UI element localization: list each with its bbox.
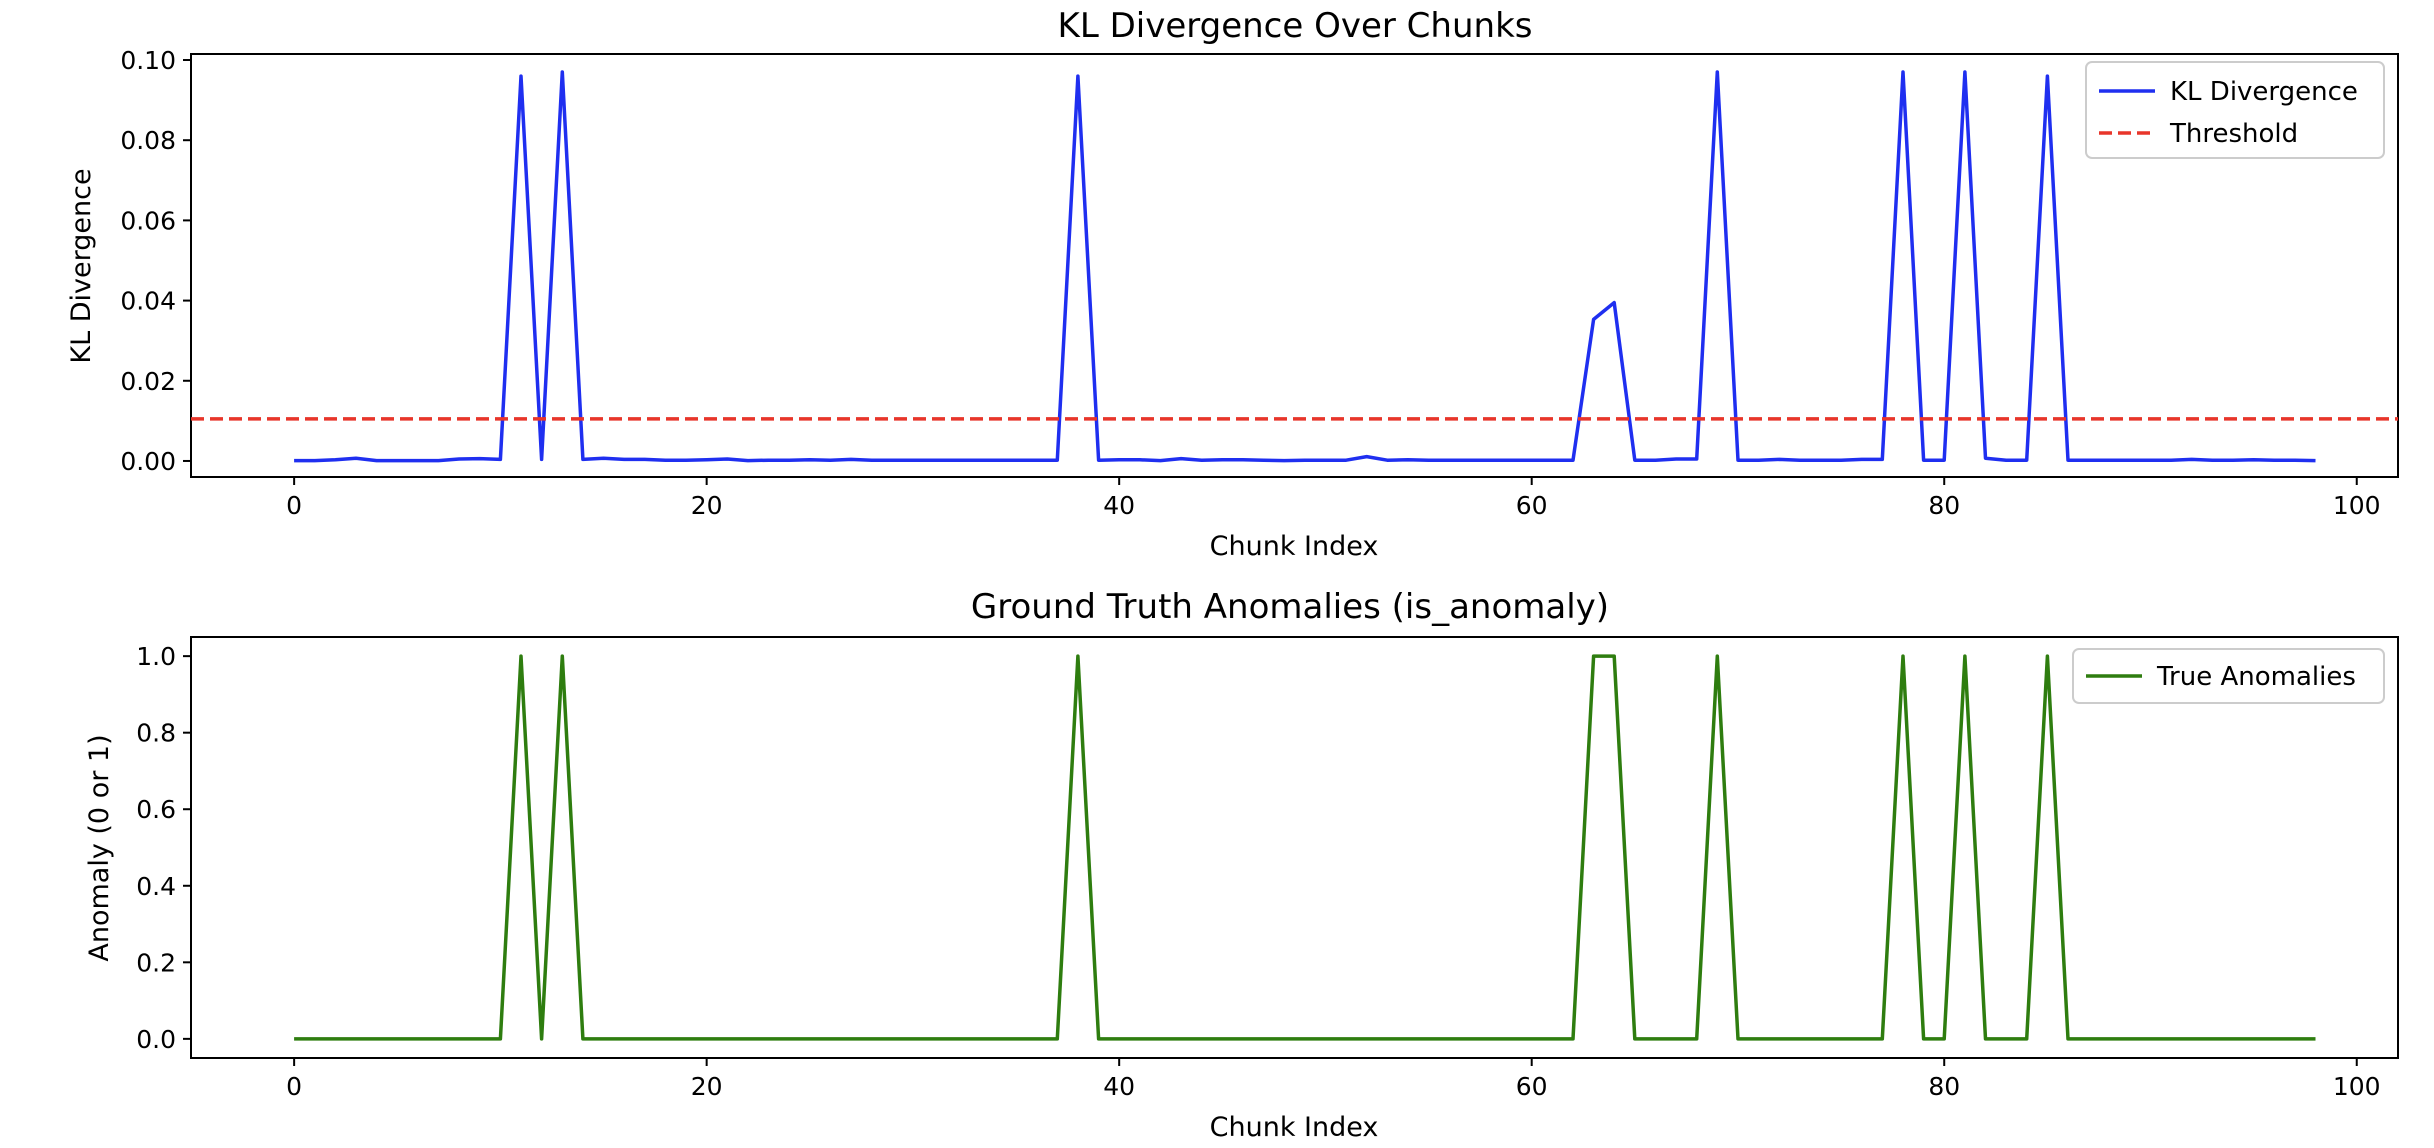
- x-axis: 0 20 40 60 80 100: [286, 1058, 2381, 1101]
- x-tick-label: 100: [2333, 491, 2381, 520]
- y-tick-label: 0.6: [136, 795, 176, 824]
- y-axis-label: Anomaly (0 or 1): [84, 734, 115, 961]
- x-tick-label: 20: [691, 491, 723, 520]
- ground-truth-chart: Ground Truth Anomalies (is_anomaly) 0 20 4…: [84, 587, 2399, 1143]
- x-tick-label: 80: [1928, 491, 1960, 520]
- y-axis: 0.00 0.02 0.04 0.06 0.08 0.10: [120, 46, 191, 476]
- x-axis-label: Chunk Index: [1210, 1112, 1379, 1143]
- legend-box: [2085, 61, 2385, 159]
- y-tick-label: 0.2: [136, 948, 176, 977]
- x-tick-label: 60: [1516, 1072, 1548, 1101]
- y-tick-label: 0.00: [120, 447, 176, 476]
- plot-area-frame: [190, 636, 2399, 1059]
- legend-box: [2072, 648, 2385, 704]
- x-tick-label: 40: [1103, 491, 1135, 520]
- y-tick-label: 0.04: [120, 287, 176, 316]
- legend: True Anomalies: [2072, 648, 2385, 704]
- legend-label-threshold: Threshold: [2169, 119, 2298, 149]
- series-line-true-anomalies: [294, 654, 2316, 1041]
- y-tick-label: 1.0: [136, 642, 176, 671]
- y-tick-label: 0.08: [120, 126, 176, 155]
- legend-label-true-anomalies: True Anomalies: [2156, 662, 2356, 692]
- legend-label-kl-divergence: KL Divergence: [2170, 77, 2358, 107]
- y-tick-label: 0.4: [136, 872, 176, 901]
- legend: KL Divergence Threshold: [2085, 61, 2385, 159]
- x-axis-label: Chunk Index: [1210, 531, 1379, 562]
- plot-series: [294, 654, 2316, 1041]
- y-tick-label: 0.02: [120, 367, 176, 396]
- kl-divergence-chart: KL Divergence Over Chunks 0 20 40 60 80 100 0…: [66, 6, 2399, 562]
- x-tick-label: 40: [1103, 1072, 1135, 1101]
- x-tick-label: 0: [286, 491, 302, 520]
- y-tick-label: 0.8: [136, 719, 176, 748]
- chart-title: KL Divergence Over Chunks: [1058, 6, 1533, 46]
- x-tick-label: 100: [2333, 1072, 2381, 1101]
- y-axis-label: KL Divergence: [66, 168, 97, 363]
- x-tick-label: 80: [1928, 1072, 1960, 1101]
- series-line-kl-divergence: [294, 70, 2316, 463]
- plot-area-frame: [190, 53, 2399, 478]
- y-tick-label: 0.0: [136, 1025, 176, 1054]
- y-tick-label: 0.06: [120, 206, 176, 235]
- x-axis: 0 20 40 60 80 100: [286, 477, 2381, 520]
- x-tick-label: 60: [1516, 491, 1548, 520]
- chart-title: Ground Truth Anomalies (is_anomaly): [971, 587, 1609, 627]
- y-axis: 0.0 0.2 0.4 0.6 0.8 1.0: [136, 642, 191, 1054]
- y-tick-label: 0.10: [120, 46, 176, 75]
- x-tick-label: 20: [691, 1072, 723, 1101]
- plot-series: [191, 70, 2398, 463]
- x-tick-label: 0: [286, 1072, 302, 1101]
